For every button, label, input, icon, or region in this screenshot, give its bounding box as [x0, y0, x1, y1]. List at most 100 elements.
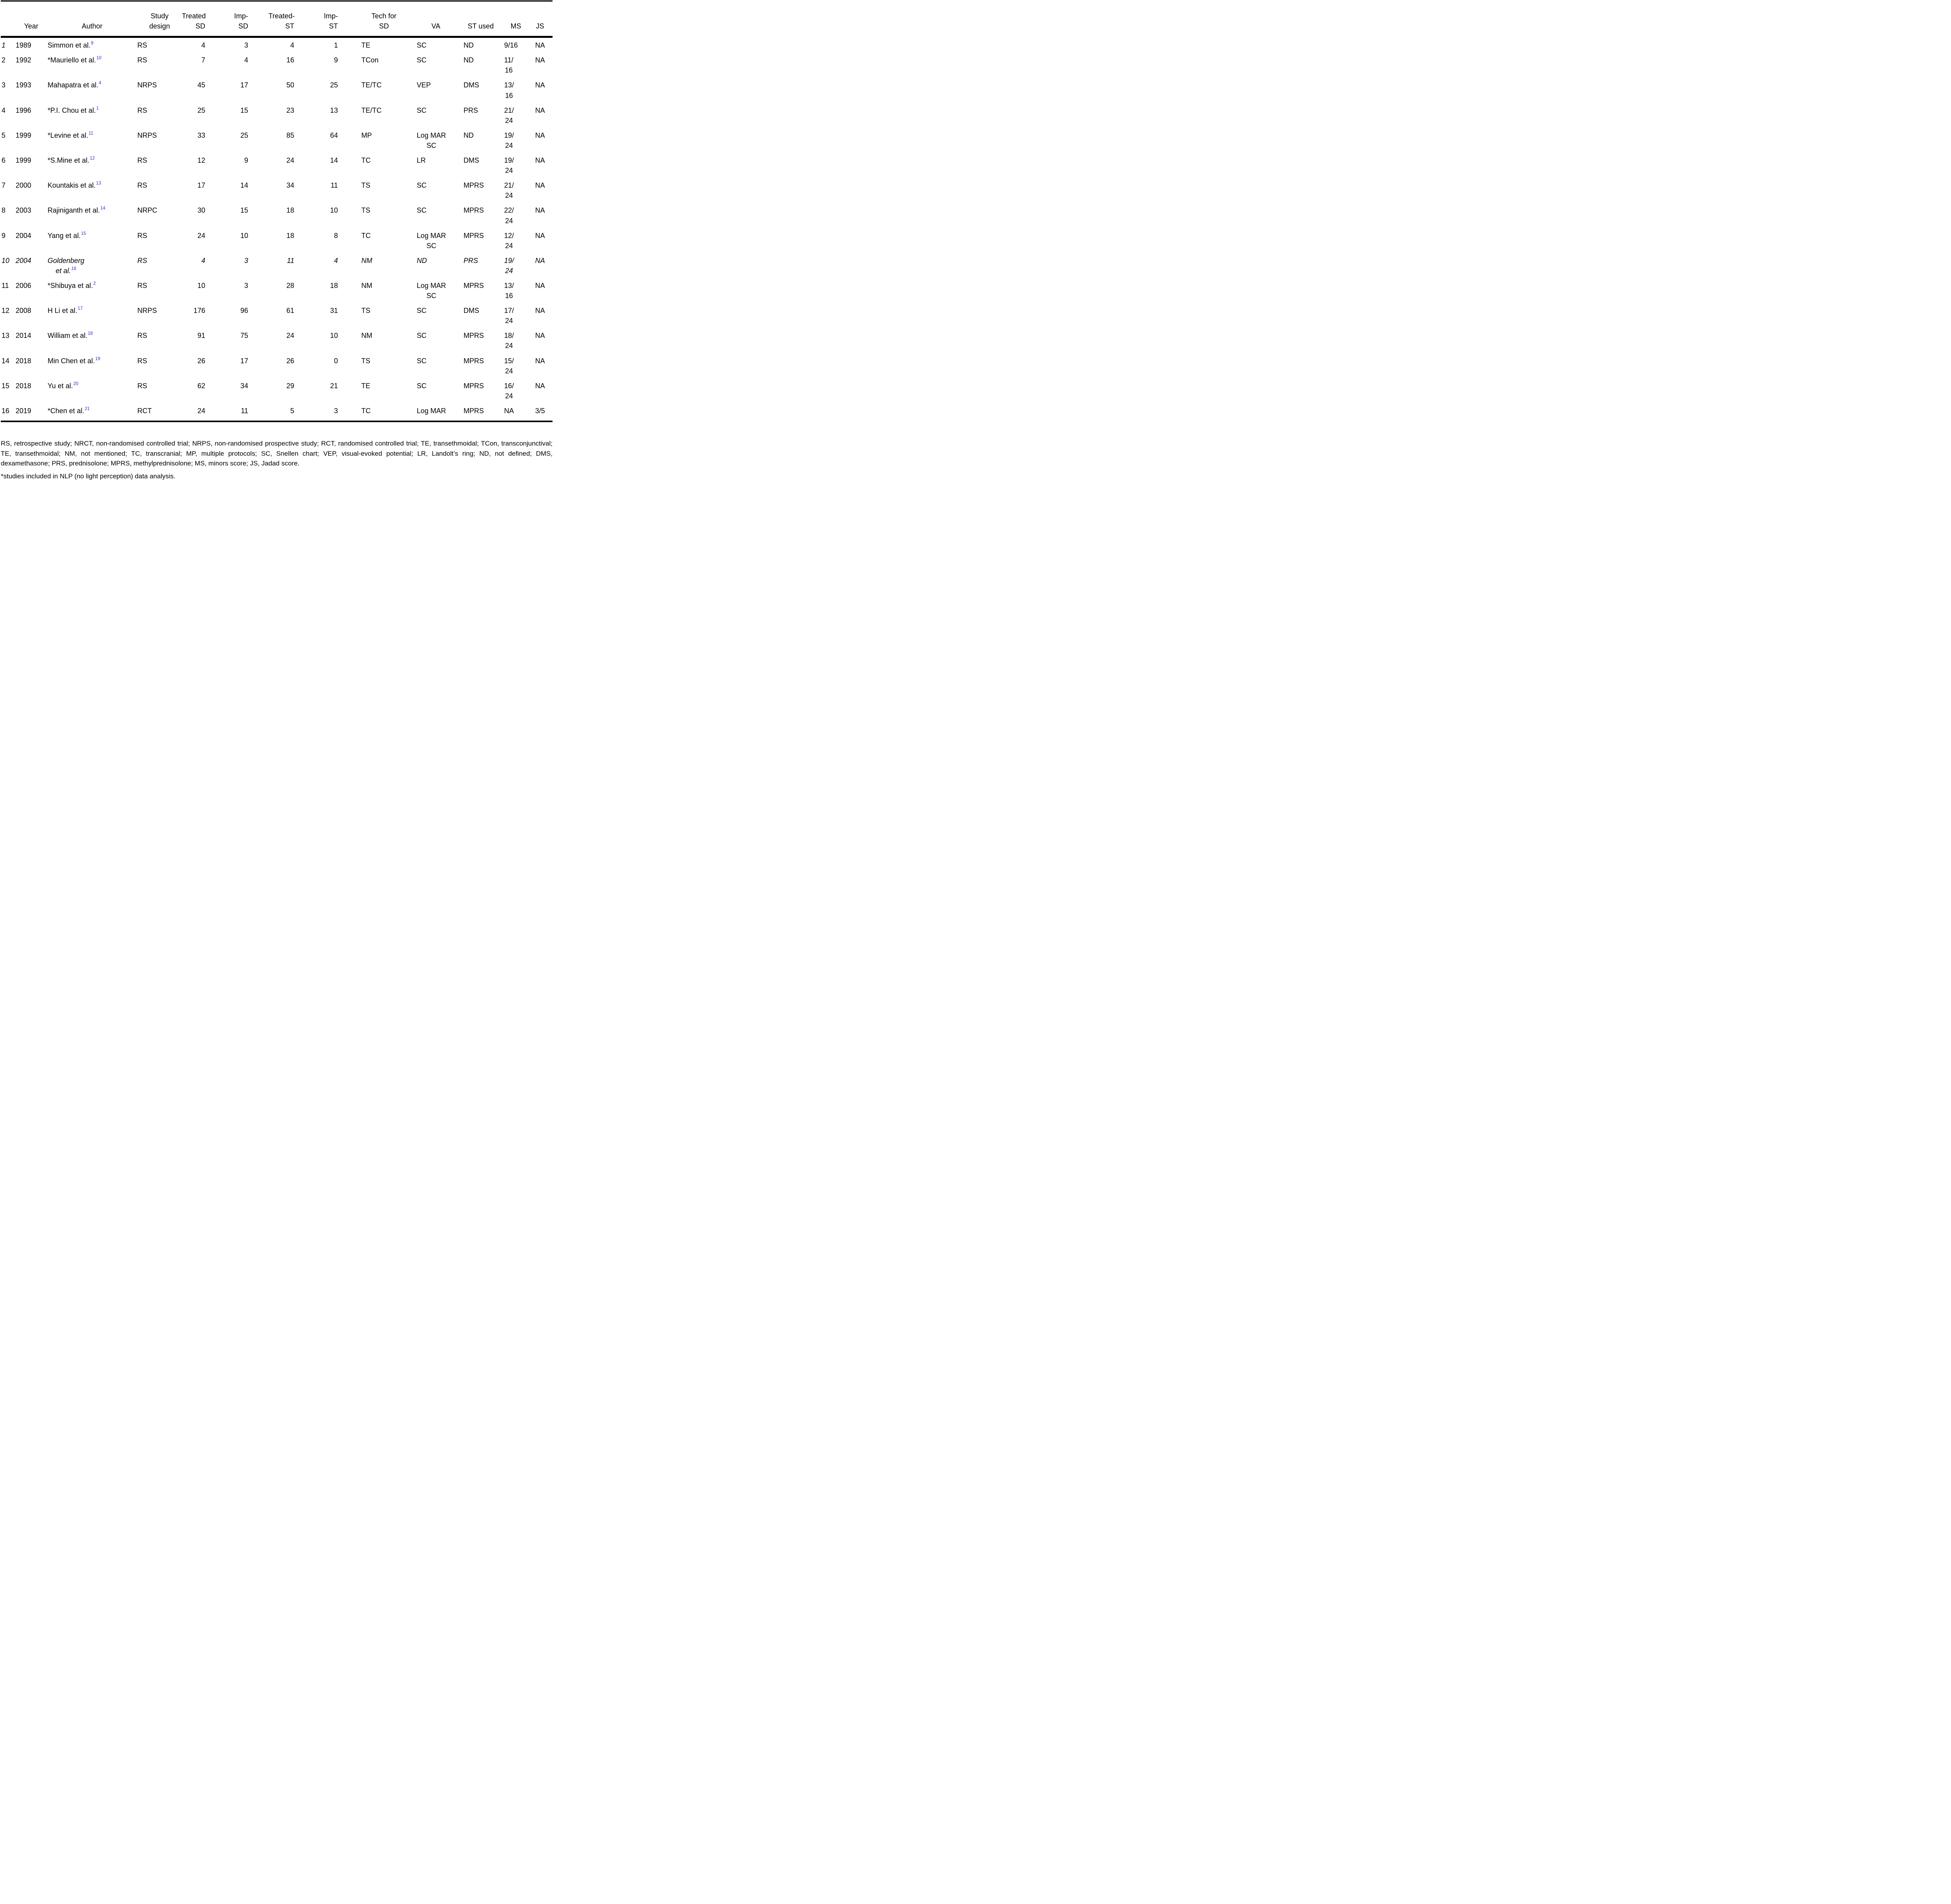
va-text: Log MAR SC	[417, 281, 446, 300]
ms-text: 22/ 24	[504, 206, 514, 225]
table-row: 9 2004 Yang et al.15 RS 24 10 18 8 TC Log MAR SC M…	[1, 228, 553, 253]
cell-study-design: NRPS	[137, 81, 157, 89]
cell-row-number: 7	[2, 181, 6, 190]
citation-ref[interactable]: 20	[73, 381, 78, 386]
cell-tech-for-sd: TC	[361, 231, 371, 240]
cell-ms: 16/ 24	[498, 378, 528, 403]
cell-ms: 15/ 24	[498, 353, 528, 378]
col-header-tech: Tech for SD	[358, 1, 407, 38]
citation-ref[interactable]: 11	[89, 131, 94, 136]
va-text: ND	[417, 256, 427, 265]
table-row: 10 2004 Goldenberg et al.16 RS 4 3 11 4 NM ND PRS 1…	[1, 253, 553, 278]
col-header-va: VA	[407, 1, 455, 38]
author-text: H Li et al.17	[48, 306, 83, 315]
cell-va: SC	[407, 103, 455, 128]
cell-author: Mahapatra et al.4	[47, 78, 137, 103]
cell-treated-st: 24	[286, 332, 294, 340]
cell-js: NA	[535, 206, 545, 215]
col-header-ms: MS	[498, 1, 528, 38]
cell-study-design: RS	[137, 382, 147, 390]
table-row: 1 1989 Simmon et al.9 RS 4 3 4 1 TE SC ND 9/16 NA	[1, 37, 553, 53]
citation-ref[interactable]: 13	[96, 181, 101, 186]
va-text: SC	[417, 206, 427, 215]
cell-row-number: 14	[2, 357, 10, 365]
author-text: *Chen et al.21	[48, 406, 90, 415]
cell-tech-for-sd: NM	[361, 256, 372, 265]
cell-js: NA	[535, 131, 545, 139]
cell-study-design: RS	[137, 181, 147, 190]
cell-treated-st: 26	[286, 357, 294, 365]
ms-text: 19/ 24	[504, 156, 514, 175]
cell-imp-st: 13	[330, 106, 338, 114]
cell-js: NA	[535, 332, 545, 340]
citation-ref[interactable]: 1	[96, 106, 99, 111]
cell-js: NA	[535, 81, 545, 89]
cell-va: ND	[407, 253, 455, 278]
cell-js: NA	[535, 106, 545, 114]
citation-ref[interactable]: 17	[78, 306, 83, 311]
cell-year: 2018	[16, 382, 32, 390]
citation-ref[interactable]: 2	[93, 281, 96, 286]
cell-va: Log MAR	[407, 403, 455, 423]
cell-author: William et al.18	[47, 328, 137, 353]
va-text: Log MAR SC	[417, 231, 446, 250]
cell-st-used: MPRS	[464, 332, 484, 340]
citation-ref[interactable]: 15	[81, 231, 86, 236]
citation-ref[interactable]: 10	[96, 56, 101, 61]
cell-st-used: MPRS	[464, 357, 484, 365]
cell-treated-st: 24	[286, 156, 294, 165]
cell-treated-st: 28	[286, 281, 294, 290]
col-header-year: Year	[14, 1, 47, 38]
citation-ref[interactable]: 19	[95, 356, 100, 361]
va-text: SC	[417, 106, 427, 114]
citation-ref[interactable]: 16	[71, 266, 76, 271]
va-text: Log MAR	[417, 407, 446, 415]
cell-row-number: 2	[2, 56, 6, 64]
author-text: *S.Mine et al.12	[48, 156, 95, 165]
author-text: Goldenberg et al.16	[48, 256, 85, 275]
cell-tech-for-sd: TS	[361, 307, 371, 315]
cell-tech-for-sd: TS	[361, 357, 371, 365]
cell-imp-sd: 4	[244, 56, 248, 64]
cell-imp-sd: 3	[244, 256, 248, 265]
cell-imp-st: 25	[330, 81, 338, 89]
citation-ref[interactable]: 9	[91, 41, 94, 46]
cell-treated-sd: 24	[197, 231, 205, 240]
cell-row-number: 10	[2, 256, 10, 265]
cell-js: NA	[535, 307, 545, 315]
cell-imp-st: 10	[330, 206, 338, 215]
cell-js: NA	[535, 357, 545, 365]
cell-treated-st: 34	[286, 181, 294, 190]
citation-ref[interactable]: 14	[100, 206, 105, 211]
cell-treated-sd: 7	[201, 56, 205, 64]
cell-ms: 22/ 24	[498, 203, 528, 228]
cell-study-design: RS	[137, 256, 147, 265]
author-text: Min Chen et al.19	[48, 356, 100, 365]
cell-treated-st: 23	[286, 106, 294, 114]
citation-ref[interactable]: 18	[88, 331, 93, 336]
cell-va: SC	[407, 378, 455, 403]
cell-treated-st: 18	[286, 231, 294, 240]
cell-author: *P.I. Chou et al.1	[47, 103, 137, 128]
cell-study-design: RS	[137, 332, 147, 340]
cell-imp-st: 21	[330, 382, 338, 390]
cell-row-number: 13	[2, 332, 10, 340]
cell-ms: 11/ 16	[498, 53, 528, 78]
cell-imp-st: 8	[334, 231, 338, 240]
citation-ref[interactable]: 21	[85, 406, 90, 411]
cell-ms: 18/ 24	[498, 328, 528, 353]
table-body: 1 1989 Simmon et al.9 RS 4 3 4 1 TE SC ND 9/16 NA 2 19…	[1, 37, 553, 423]
table-row: 5 1999 *Levine et al.11 NRPS 33 25 85 64 MP Log M…	[1, 128, 553, 153]
cell-va: SC	[407, 328, 455, 353]
ms-text: 17/ 24	[504, 307, 514, 325]
col-header-ist: Imp- ST	[312, 1, 358, 38]
cell-imp-sd: 11	[222, 403, 268, 423]
citation-ref[interactable]: 12	[90, 156, 95, 161]
table-row: 12 2008 H Li et al.17 NRPS 176 96 61 31 TS SC DMS 1…	[1, 303, 553, 328]
col-header-tsd: Treated SD	[182, 1, 222, 38]
cell-treated-sd: 91	[197, 332, 205, 340]
author-text: Yang et al.15	[48, 231, 86, 240]
citation-ref[interactable]: 4	[99, 81, 101, 86]
table-row: 4 1996 *P.I. Chou et al.1 RS 25 15 23 13 TE/TC SC…	[1, 103, 553, 128]
cell-ms: 19/ 24	[498, 153, 528, 178]
